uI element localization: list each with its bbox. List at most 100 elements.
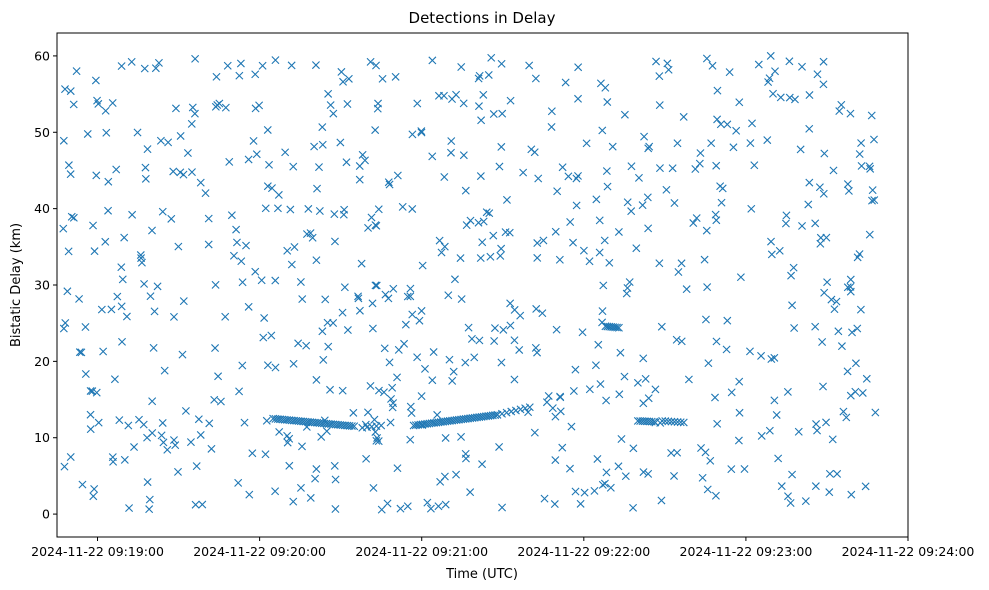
- data-point: [169, 436, 178, 445]
- data-point: [770, 396, 779, 405]
- data-point: [740, 465, 749, 474]
- data-point: [782, 211, 791, 220]
- data-point: [420, 364, 429, 373]
- data-point: [798, 221, 807, 230]
- x-axis-label: Time (UTC): [445, 567, 518, 582]
- data-point: [433, 410, 442, 419]
- data-point: [428, 376, 437, 385]
- data-point: [378, 74, 387, 83]
- data-point: [134, 415, 143, 424]
- data-point: [638, 201, 647, 210]
- data-point: [712, 337, 721, 346]
- data-point: [393, 373, 402, 382]
- data-point: [452, 90, 461, 99]
- data-point: [538, 309, 547, 318]
- data-point: [381, 290, 390, 299]
- data-point: [340, 283, 349, 292]
- data-point: [673, 139, 682, 148]
- data-point: [187, 168, 196, 177]
- data-point: [271, 363, 280, 372]
- data-point: [260, 313, 269, 322]
- data-point: [574, 63, 583, 72]
- data-point: [115, 416, 124, 425]
- data-point: [72, 67, 81, 76]
- data-point: [629, 503, 638, 512]
- data-point: [561, 78, 570, 87]
- data-point: [355, 175, 364, 184]
- data-point: [617, 435, 626, 443]
- data-point: [857, 161, 866, 170]
- data-point: [725, 68, 734, 77]
- data-point: [187, 119, 196, 128]
- data-point: [91, 76, 100, 85]
- data-point: [667, 449, 676, 457]
- data-point: [191, 500, 200, 509]
- data-point: [60, 462, 69, 471]
- data-point: [598, 480, 607, 489]
- data-point: [289, 162, 298, 171]
- data-point: [868, 196, 876, 205]
- data-point: [461, 454, 470, 463]
- data-point: [565, 464, 574, 473]
- data-point: [244, 302, 253, 311]
- data-point: [621, 472, 630, 481]
- data-point: [457, 432, 466, 441]
- data-point: [407, 409, 416, 418]
- data-point: [205, 419, 214, 428]
- data-point: [855, 250, 864, 259]
- data-point: [600, 236, 609, 245]
- data-point: [785, 57, 794, 66]
- data-point: [474, 218, 483, 227]
- data-point: [92, 388, 101, 397]
- data-point: [143, 145, 152, 154]
- data-point: [856, 305, 865, 314]
- data-point: [511, 406, 520, 415]
- data-point: [805, 124, 814, 133]
- data-point: [354, 294, 363, 303]
- data-point: [701, 448, 710, 457]
- data-point: [181, 406, 190, 415]
- chart-title: Detections in Delay: [409, 9, 556, 27]
- data-point: [265, 160, 274, 169]
- data-point: [615, 390, 624, 399]
- data-point: [842, 413, 851, 422]
- data-point: [212, 72, 221, 81]
- data-point: [593, 454, 602, 463]
- data-point: [120, 233, 129, 242]
- data-point: [314, 163, 323, 172]
- data-point: [711, 210, 720, 219]
- data-point: [510, 375, 519, 384]
- data-point: [650, 417, 659, 426]
- data-point: [285, 461, 294, 470]
- data-point: [374, 205, 383, 214]
- data-point: [847, 490, 856, 499]
- data-point: [834, 327, 843, 336]
- data-point: [90, 484, 99, 493]
- data-point: [315, 207, 324, 215]
- data-point: [551, 412, 560, 421]
- data-point: [547, 107, 556, 116]
- data-point: [183, 149, 192, 158]
- data-point: [497, 59, 506, 68]
- data-point: [515, 345, 524, 354]
- data-point: [774, 454, 783, 463]
- data-point: [701, 315, 710, 324]
- data-point: [825, 469, 834, 478]
- data-point: [258, 61, 267, 70]
- data-point: [707, 139, 716, 148]
- data-point: [622, 289, 631, 298]
- data-point: [727, 388, 736, 397]
- data-point: [99, 347, 108, 356]
- data-point: [274, 190, 283, 199]
- data-point: [86, 386, 95, 395]
- data-point: [143, 433, 152, 442]
- data-point: [450, 275, 459, 284]
- data-point: [89, 492, 98, 501]
- data-point: [61, 85, 69, 94]
- data-point: [428, 56, 437, 65]
- data-point: [322, 427, 331, 436]
- data-point: [552, 325, 561, 334]
- data-point: [275, 427, 284, 436]
- data-point: [555, 255, 564, 264]
- data-point: [828, 435, 837, 444]
